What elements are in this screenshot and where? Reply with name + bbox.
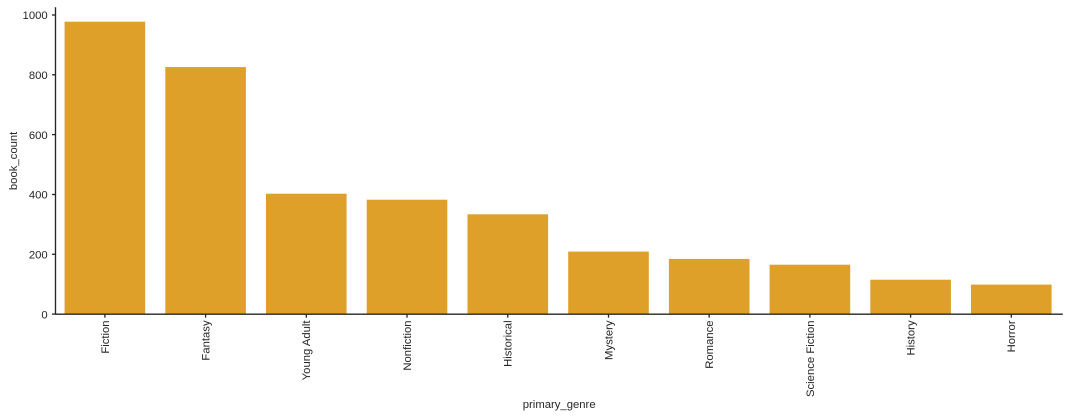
svg-text:Historical: Historical: [503, 320, 515, 366]
svg-text:primary_genre: primary_genre: [523, 399, 596, 411]
svg-text:1000: 1000: [23, 10, 48, 22]
svg-text:Young Adult: Young Adult: [301, 320, 313, 381]
svg-text:200: 200: [29, 250, 48, 262]
svg-text:Horror: Horror: [1006, 320, 1018, 352]
svg-text:0: 0: [41, 309, 47, 321]
svg-text:Fantasy: Fantasy: [201, 320, 213, 361]
svg-text:Mystery: Mystery: [603, 320, 615, 360]
svg-text:Romance: Romance: [704, 320, 716, 368]
svg-text:Nonfiction: Nonfiction: [402, 320, 414, 370]
svg-text:600: 600: [29, 130, 48, 142]
svg-text:800: 800: [29, 70, 48, 82]
svg-text:400: 400: [29, 190, 48, 202]
svg-text:Fiction: Fiction: [100, 320, 112, 353]
svg-text:Science Fiction: Science Fiction: [805, 320, 817, 397]
svg-text:book_count: book_count: [8, 131, 20, 190]
svg-text:History: History: [906, 320, 918, 355]
